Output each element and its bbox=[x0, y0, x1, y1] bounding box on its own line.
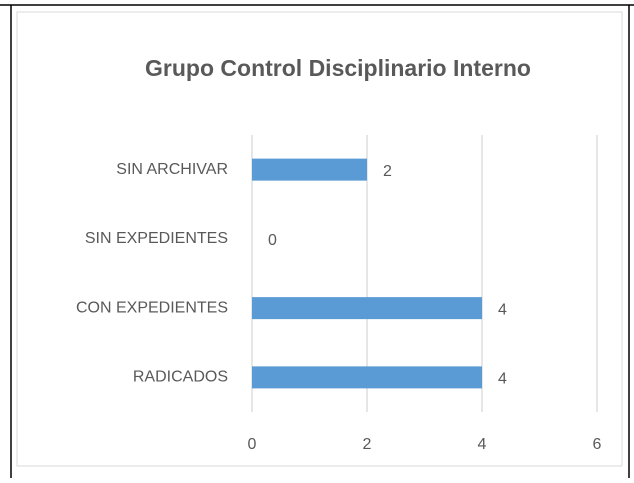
chart-title: Grupo Control Disciplinario Interno bbox=[145, 55, 531, 81]
data-label: 4 bbox=[498, 371, 507, 388]
bar bbox=[252, 158, 367, 181]
y-tick-label: SIN EXPEDIENTES bbox=[85, 230, 228, 247]
bar bbox=[252, 297, 482, 320]
x-tick-label: 2 bbox=[363, 436, 372, 453]
data-label: 0 bbox=[268, 232, 277, 249]
x-tick-label: 6 bbox=[593, 436, 602, 453]
bar bbox=[252, 366, 482, 389]
x-tick-label: 0 bbox=[248, 436, 257, 453]
data-label: 4 bbox=[498, 301, 507, 318]
x-tick-label: 4 bbox=[478, 436, 487, 453]
y-tick-label: CON EXPEDIENTES bbox=[76, 299, 228, 316]
data-label: 2 bbox=[383, 163, 392, 180]
y-tick-label: SIN ARCHIVAR bbox=[116, 161, 228, 178]
chart-area bbox=[16, 11, 623, 467]
y-tick-label: RADICADOS bbox=[133, 369, 228, 386]
